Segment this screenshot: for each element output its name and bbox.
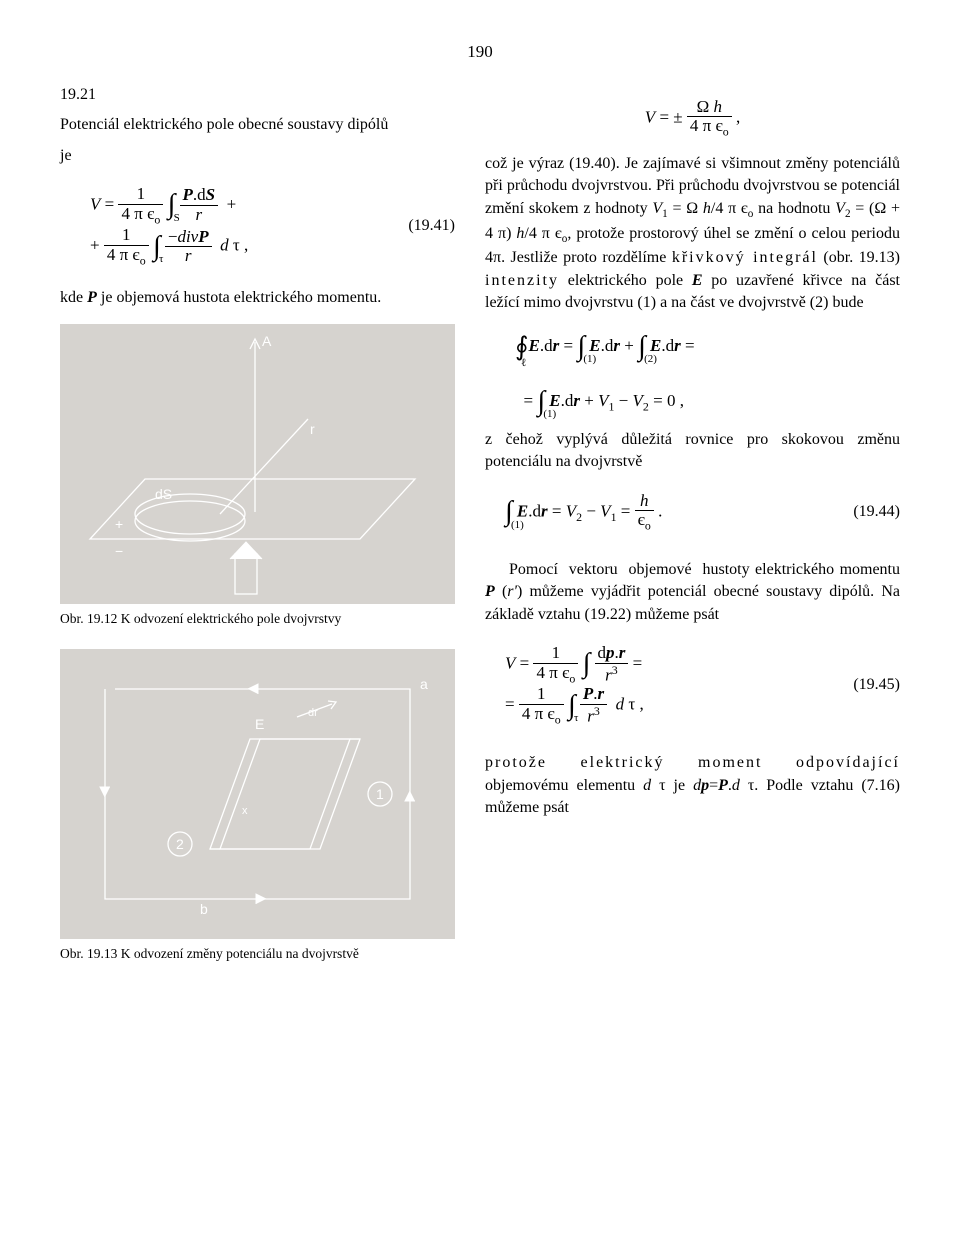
figure-19-12-caption: Obr. 19.12 K odvození elektrického pole … <box>60 610 455 629</box>
eq-num-1944: (19.44) <box>853 501 900 523</box>
left-column: 19.21 Potenciál elektrického pole obecné… <box>60 84 455 974</box>
para-2: z čehož vyplývá důležitá rovnice pro sko… <box>485 429 900 474</box>
fig2-label-one: 1 <box>376 786 384 802</box>
para-1: což je výraz (19.40). Je zajímavé si vši… <box>485 153 900 315</box>
fig2-label-E: E <box>255 716 264 732</box>
equation-19-44: ∫(1) E.dr = V2 − V1 = hєo . (19.44) <box>485 482 900 543</box>
eq-num-1941: (19.41) <box>408 215 455 237</box>
figure-19-12: A dS r + − <box>60 324 455 604</box>
fig1-label-r: r <box>310 421 315 437</box>
para-3: Pomocí vektoru objemové hustoty elektric… <box>485 559 900 626</box>
right-column: V = ± Ω h4 π єo , což je výraz (19.40). … <box>485 84 900 974</box>
fig1-label-dS: dS <box>155 486 172 502</box>
figure-19-13-caption: Obr. 19.13 K odvození změny potenciálu n… <box>60 945 455 964</box>
eq-num-1945: (19.45) <box>853 674 900 696</box>
two-column-layout: 19.21 Potenciál elektrického pole obecné… <box>60 84 900 974</box>
equation-19-41: V = 14 π єo ∫S P.dSr + + 14 π єo ∫τ −div… <box>60 175 455 277</box>
equation-19-45: V = 14 π єo ∫ dp.rr3 = = 14 π єo ∫τ P.rr… <box>485 634 900 736</box>
fig1-label-A: A <box>262 333 272 349</box>
page-number: 190 <box>60 40 900 64</box>
figure-19-13: E dr x 1 2 a b <box>60 649 455 939</box>
fig2-label-b: b <box>200 901 208 917</box>
fig1-label-plus: + <box>115 516 123 532</box>
after-1941-text: kde P je objemová hustota elektrického m… <box>60 287 455 309</box>
intro-text-2: je <box>60 145 455 167</box>
fig2-label-two: 2 <box>176 836 184 852</box>
fig1-label-minus: − <box>115 543 123 559</box>
intro-text-1: Potenciál elektrického pole obecné soust… <box>60 114 455 136</box>
equation-V-omega: V = ± Ω h4 π єo , <box>485 98 900 139</box>
equation-loop-integral: ∮ℓE.dr = ∫(1) E.dr + ∫(2) E.dr = = ∫(1) … <box>485 329 900 415</box>
fig2-label-x: x <box>242 805 248 817</box>
para-4: protože elektrický moment odpovídající o… <box>485 752 900 819</box>
section-number: 19.21 <box>60 84 455 106</box>
fig2-label-a: a <box>420 676 428 692</box>
